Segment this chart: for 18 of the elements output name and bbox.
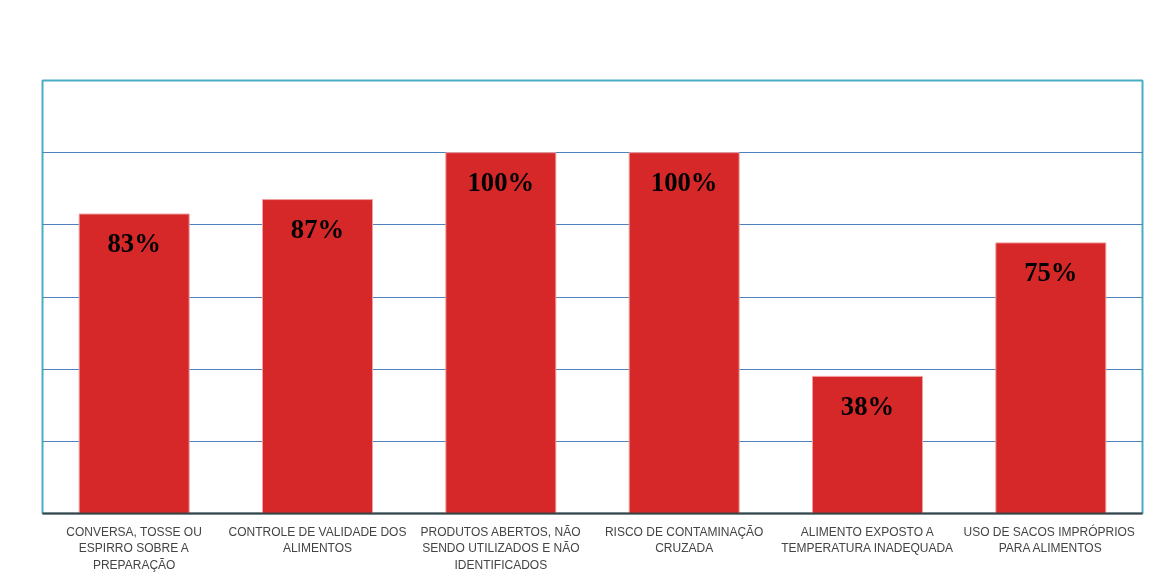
bar [262, 199, 373, 514]
data-label: 38% [840, 390, 895, 421]
x-tick-label: USO DE SACOS IMPRÓPRIOS PARA ALIMENTOS [963, 523, 1135, 556]
data-label: 75% [1024, 257, 1078, 288]
bar [628, 152, 740, 514]
x-tick-label: PRODUTOS ABERTOS, NÃO SENDO UTILIZADOS E NÃO IDENTIFICADOS [420, 524, 581, 573]
data-label: 87% [290, 214, 345, 245]
bar [78, 213, 190, 514]
data-label: 100% [650, 167, 718, 198]
x-tick-label: RISCO DE CONTAMINAÇÃO CRUZADA [604, 524, 764, 556]
x-tick-label: CONVERSA, TOSSE OU ESPIRRO SOBRE A PREPARAÇÃO [66, 524, 202, 573]
data-label: 83% [107, 228, 161, 259]
bar [445, 152, 557, 514]
data-label: 100% [467, 167, 535, 198]
x-tick-label: ALIMENTO EXPOSTO A TEMPERATURA INADEQUADA [781, 524, 954, 556]
bar [812, 375, 923, 514]
x-tick-label: CONTROLE DE VALIDADE DOS ALIMENTOS [228, 524, 407, 556]
bar [995, 242, 1107, 514]
